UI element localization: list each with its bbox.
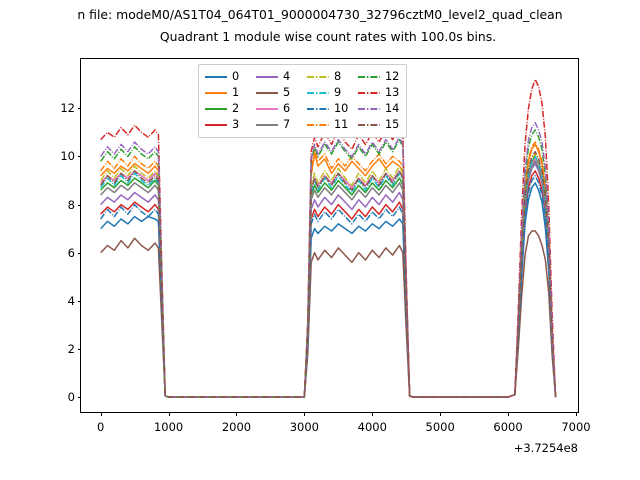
legend-item-10[interactable]: 10 [307,101,349,117]
series-line-1 [100,143,557,398]
legend-line-sample-15 [358,124,380,126]
legend-line-sample-5 [256,92,278,94]
legend-line-sample-13 [358,92,380,94]
x-tick-mark [236,412,238,416]
x-tick-label: 4000 [357,420,387,434]
legend-line-sample-7 [256,124,278,126]
x-tick-label: 7000 [561,420,591,434]
legend-line-sample-9 [307,92,329,94]
x-tick-label: 0 [97,420,105,434]
figure-suptitle: n file: modeM0/AS1T04_064T01_9000004730_… [77,7,563,22]
y-tick-label: 4 [67,293,75,308]
series-line-3 [100,170,557,398]
legend-label-15: 15 [385,118,400,131]
legend-item-3[interactable]: 3 [205,117,247,133]
x-tick-mark [508,412,510,416]
legend-line-sample-12 [358,76,380,78]
legend-line-sample-8 [307,76,329,78]
series-line-0 [100,182,557,398]
legend-line-sample-2 [205,108,227,110]
legend-label-8: 8 [334,70,342,83]
legend-line-sample-1 [205,92,227,94]
legend-label-5: 5 [283,86,291,99]
legend-label-7: 7 [283,118,291,131]
x-tick-mark [575,412,577,416]
series-line-15 [100,150,557,398]
legend[interactable]: 0 4 8 12 1 5 9 13 2 6 10 14 3 7 11 15 [198,64,407,138]
legend-item-11[interactable]: 11 [307,117,349,133]
legend-grid: 0 4 8 12 1 5 9 13 2 6 10 14 3 7 11 15 [205,69,400,133]
y-tick-mark [77,397,81,399]
legend-item-13[interactable]: 13 [358,85,400,101]
series-line-10 [100,174,557,398]
legend-item-5[interactable]: 5 [256,85,298,101]
y-tick-mark [77,156,81,158]
x-tick-label: 5000 [425,420,455,434]
x-tick-label: 3000 [289,420,320,434]
x-tick-label: 2000 [221,420,252,434]
series-line-11 [100,141,557,398]
series-line-8 [100,153,557,398]
y-tick-label: 2 [67,341,75,356]
legend-item-4[interactable]: 4 [256,69,298,85]
legend-label-12: 12 [385,70,400,83]
legend-item-1[interactable]: 1 [205,85,247,101]
series-line-7 [100,160,557,398]
legend-item-7[interactable]: 7 [256,117,298,133]
y-tick-label: 8 [67,197,75,212]
y-tick-mark [77,252,81,254]
legend-label-10: 10 [334,102,349,115]
x-tick-mark [304,412,306,416]
legend-item-15[interactable]: 15 [358,117,400,133]
legend-item-8[interactable]: 8 [307,69,349,85]
x-tick-mark [440,412,442,416]
y-tick-label: 12 [60,101,75,116]
y-tick-mark [77,204,81,206]
x-tick-mark [168,412,170,416]
series-line-4 [100,162,557,398]
legend-line-sample-0 [205,76,227,78]
legend-label-11: 11 [334,118,349,131]
x-tick-mark [100,412,102,416]
legend-item-12[interactable]: 12 [358,69,400,85]
x-tick-mark [372,412,374,416]
x-tick-label: 6000 [493,420,523,434]
legend-line-sample-10 [307,108,329,110]
legend-label-0: 0 [232,70,240,83]
legend-item-14[interactable]: 14 [358,101,400,117]
legend-label-14: 14 [385,102,400,115]
series-line-2 [100,155,557,398]
y-tick-label: 6 [67,245,75,260]
legend-line-sample-11 [307,124,329,126]
y-tick-mark [77,300,81,302]
legend-item-0[interactable]: 0 [205,69,247,85]
series-line-6 [100,158,557,398]
series-line-14 [100,122,557,398]
legend-label-3: 3 [232,118,240,131]
legend-label-9: 9 [334,86,342,99]
series-line-12 [100,129,557,398]
series-line-9 [100,155,557,398]
legend-line-sample-4 [256,76,278,78]
chart-title: Quadrant 1 module wise count rates with … [159,29,497,44]
y-tick-label: 0 [67,390,75,405]
legend-label-4: 4 [283,70,291,83]
y-tick-label: 10 [60,149,75,164]
x-axis-offset-text: +3.7254e8 [513,441,578,455]
legend-label-13: 13 [385,86,400,99]
legend-item-6[interactable]: 6 [256,101,298,117]
legend-label-2: 2 [232,102,240,115]
legend-label-1: 1 [232,86,240,99]
legend-item-9[interactable]: 9 [307,85,349,101]
y-tick-mark [77,348,81,350]
legend-item-2[interactable]: 2 [205,101,247,117]
legend-line-sample-6 [256,108,278,110]
legend-label-6: 6 [283,102,291,115]
y-tick-mark [77,108,81,110]
legend-line-sample-14 [358,108,380,110]
series-line-5 [100,230,557,398]
legend-line-sample-3 [205,124,227,126]
x-tick-label: 1000 [153,420,184,434]
